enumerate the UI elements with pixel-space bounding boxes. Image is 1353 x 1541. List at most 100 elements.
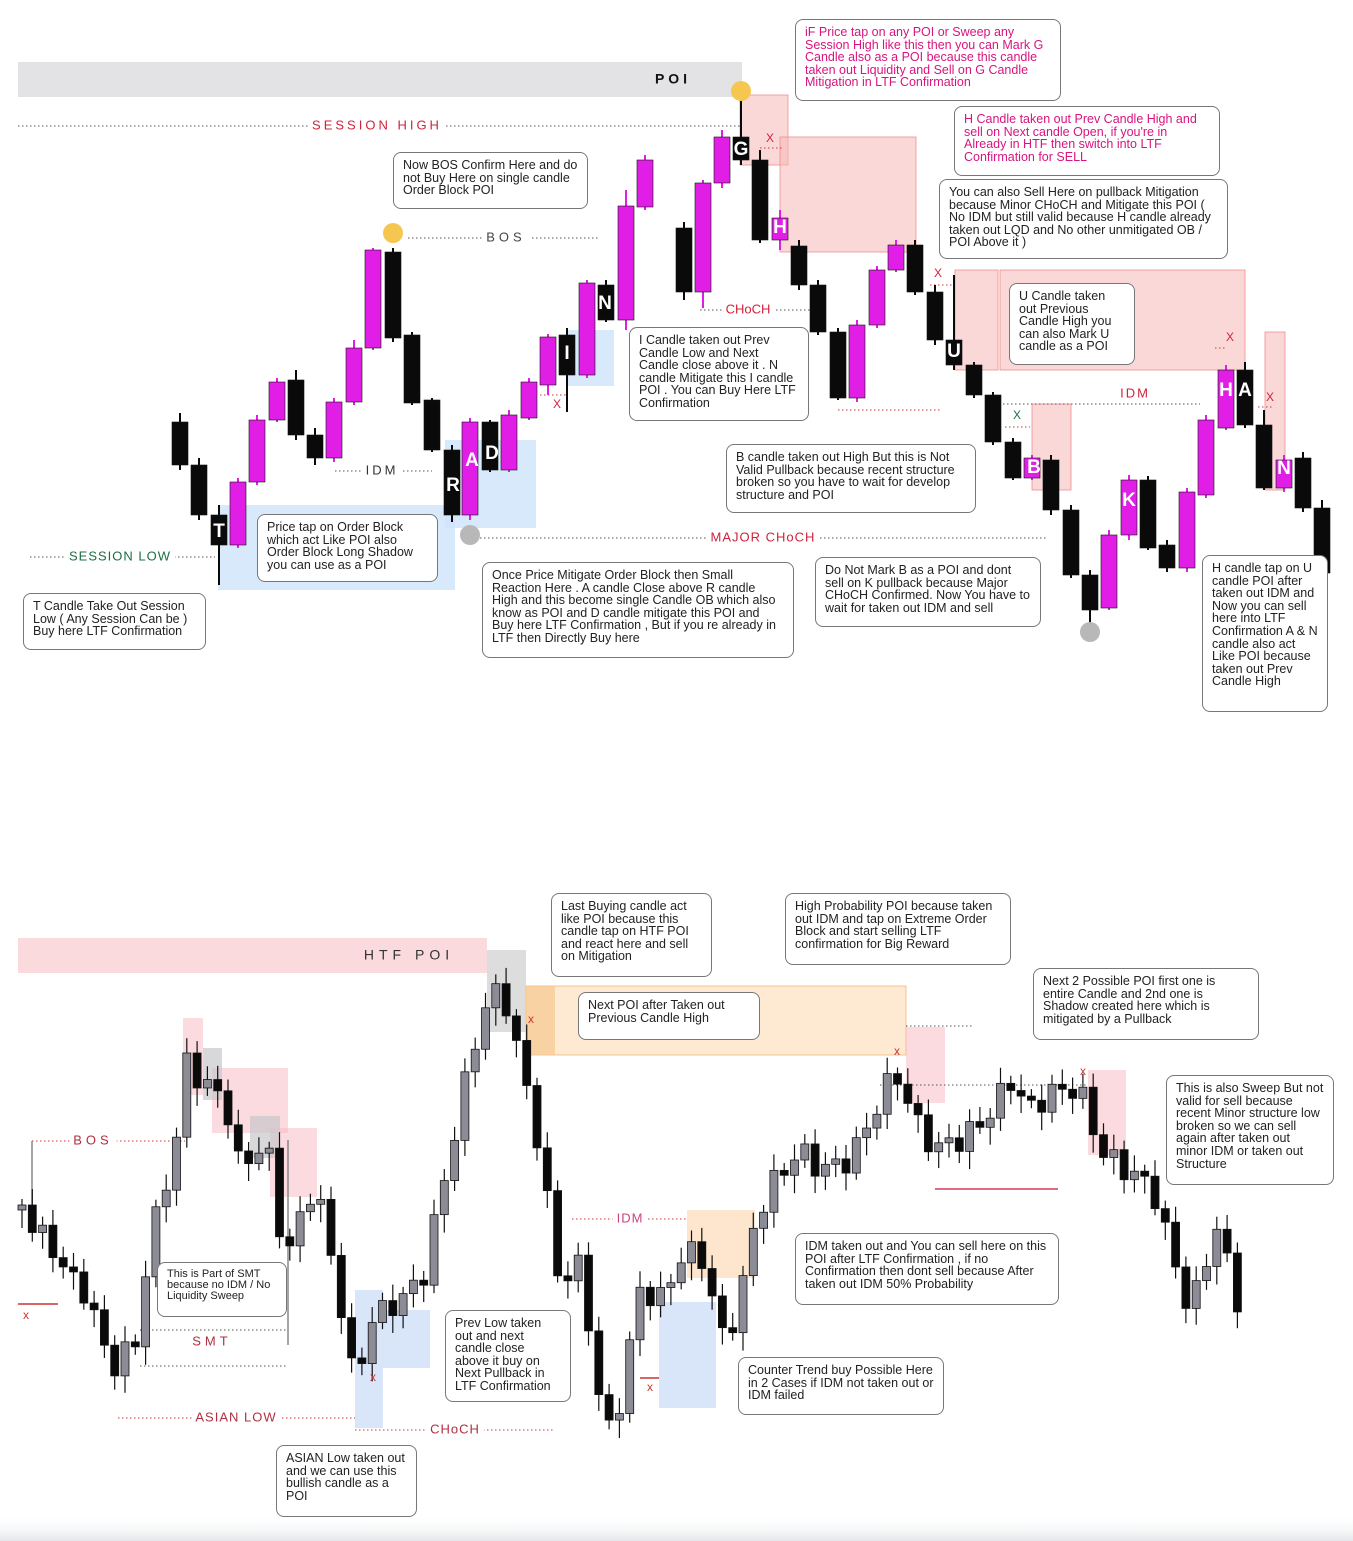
callout: Once Price Mitigate Order Block then Sma… xyxy=(482,562,794,658)
candle-body xyxy=(965,1121,974,1152)
candle-body xyxy=(573,1254,583,1282)
candle-body xyxy=(1099,1134,1108,1158)
candle-body xyxy=(161,1189,171,1208)
candle-body xyxy=(996,1082,1005,1119)
label-bg xyxy=(69,1131,117,1149)
candle-body xyxy=(110,1344,120,1377)
candle-body xyxy=(244,1150,254,1165)
candle-letter: I xyxy=(564,343,569,364)
candle-body xyxy=(697,1241,707,1269)
candle-body xyxy=(403,334,421,404)
candle-body xyxy=(926,291,944,341)
candle-body xyxy=(520,381,538,419)
callout: Next POI after Taken out Previous Candle… xyxy=(578,992,760,1040)
candle-body xyxy=(481,421,499,471)
candle-body xyxy=(398,1293,408,1316)
candle-letter: H xyxy=(773,217,787,238)
candle-body xyxy=(862,1127,871,1139)
candle-body xyxy=(1294,457,1312,509)
x-mark: x xyxy=(528,1012,534,1026)
candle-body xyxy=(666,1282,676,1288)
candle-body xyxy=(542,1147,552,1192)
blue-zone xyxy=(659,1302,716,1408)
candle-letter: U xyxy=(947,341,961,362)
x-mark: x xyxy=(647,1380,653,1394)
major-choch-label: MAJOR CHoCH xyxy=(711,529,816,544)
candle-body xyxy=(1047,1083,1057,1113)
candle-body xyxy=(597,284,615,321)
candle-body xyxy=(182,1052,192,1138)
candle-body xyxy=(1027,1095,1036,1101)
candle-body xyxy=(1120,479,1138,536)
session-low-label: SESSION LOW xyxy=(69,548,171,563)
candle-body xyxy=(1057,1083,1067,1090)
candle-body xyxy=(460,1071,470,1141)
candle-body xyxy=(522,1040,532,1086)
candle-body xyxy=(831,1158,841,1165)
candle-body xyxy=(316,1198,326,1205)
candle-body xyxy=(1255,424,1273,489)
candle-body xyxy=(984,394,1002,443)
candle-body xyxy=(248,419,266,483)
candle-body xyxy=(268,381,286,421)
candle-body xyxy=(635,1286,645,1341)
candle-body xyxy=(357,1357,367,1364)
label-bg xyxy=(308,116,446,134)
candle-body xyxy=(450,1139,460,1181)
label-bg xyxy=(706,528,820,546)
candle-body xyxy=(512,1015,521,1041)
candle-body xyxy=(676,1262,686,1284)
callout: Next 2 Possible POI first one is entire … xyxy=(1033,968,1259,1040)
candle-body xyxy=(1181,1266,1191,1309)
x-mark: X xyxy=(1226,330,1234,344)
candle-body xyxy=(1016,1090,1026,1097)
candle-body xyxy=(718,1295,727,1329)
callout: H Candle taken out Prev Candle High and … xyxy=(954,106,1220,176)
candle-body xyxy=(38,1224,47,1233)
candle-body xyxy=(491,983,501,1009)
candle-body xyxy=(408,1279,418,1295)
candle-body xyxy=(481,1007,490,1050)
candle-body xyxy=(1217,369,1235,429)
candle-body xyxy=(553,1190,562,1277)
x-mark: X xyxy=(766,131,774,145)
candle-body xyxy=(868,269,886,326)
orange-zone xyxy=(687,1210,755,1278)
candle-body xyxy=(1037,1099,1047,1113)
candle-body xyxy=(882,1073,892,1115)
asian-low-label: ASIAN LOW xyxy=(195,1409,276,1424)
candle-body xyxy=(285,1236,295,1247)
candle-body xyxy=(1004,441,1022,479)
candle-body xyxy=(345,347,363,403)
candle-body xyxy=(656,1287,665,1307)
candle-body xyxy=(120,1341,130,1377)
candle-body xyxy=(558,334,576,376)
candle-body xyxy=(367,1322,377,1364)
candle-body xyxy=(771,217,789,241)
label-bg xyxy=(612,1209,648,1227)
blue-zone xyxy=(383,1310,430,1368)
candle-body xyxy=(172,1136,181,1191)
candle-body xyxy=(1139,479,1157,549)
candle-body xyxy=(1109,1149,1119,1158)
candle-body xyxy=(443,449,461,516)
callout: iF Price tap on any POI or Sweep any Ses… xyxy=(795,19,1061,101)
callout: Last Buying candle act like POI because … xyxy=(551,893,712,977)
candle-body xyxy=(326,1198,336,1256)
x-mark: x xyxy=(370,1370,376,1384)
candle-body xyxy=(439,1180,449,1216)
candle-body xyxy=(89,1302,99,1311)
candle-body xyxy=(893,1073,902,1085)
candle-body xyxy=(325,401,343,459)
candle-body xyxy=(17,1204,27,1211)
candle-body xyxy=(1062,509,1080,576)
poi-label: POI xyxy=(655,71,691,87)
idm-label: IDM xyxy=(617,1210,644,1225)
candle-body xyxy=(229,481,247,546)
candle-body xyxy=(1042,459,1060,511)
candle-body xyxy=(759,1211,768,1229)
candle-body xyxy=(790,1159,799,1176)
x-mark: X xyxy=(1266,390,1274,404)
candle-body xyxy=(903,1083,913,1104)
candle-body xyxy=(419,1279,429,1286)
